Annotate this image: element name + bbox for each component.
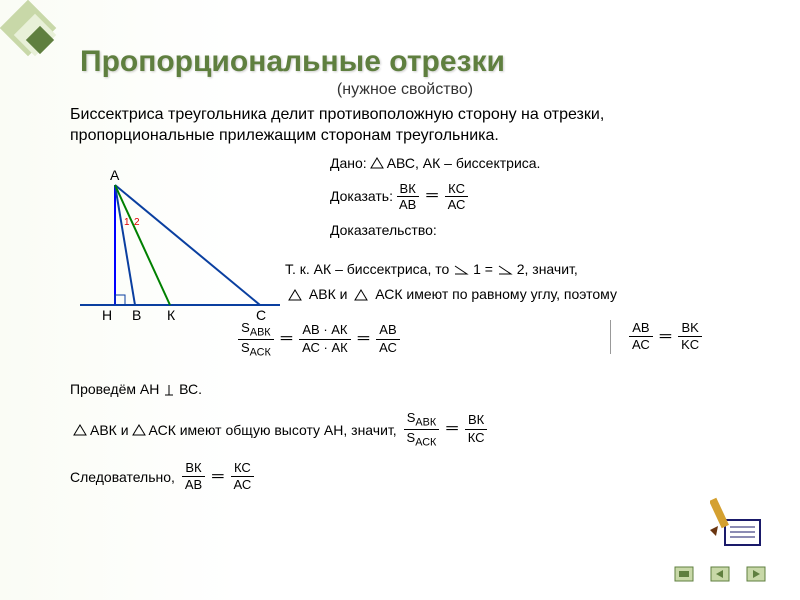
svg-text:1: 1 [124,217,130,228]
side-ratio: АВАС ═ BKKC [610,320,705,355]
proof-line-1: Т. к. АК – биссектриса, то 1 = 2, значит… [285,260,735,278]
arrow-left-icon [709,565,731,583]
corner-decoration [0,0,70,70]
given-block: Дано: АВС, АК – биссектриса. Доказать: В… [330,155,540,248]
common-height-line: АВК и АСК имеют общую высоту АН, значит,… [70,410,491,450]
frac-kc-ac: КСАС [445,181,469,212]
triangle-icon [369,156,385,170]
angle-icon [453,264,469,276]
height-line: Проведём АН ВС. [70,380,202,398]
triangle-icon [287,288,303,302]
svg-text:К: К [167,307,176,323]
slide: Пропорциональные отрезки (нужное свойств… [0,0,800,600]
svg-text:2: 2 [134,217,140,228]
area-ratio-line: SАВКSАСК ═ АВ · АКАС · АК ═ АВАС [235,320,403,360]
prove-label: Доказать: [330,188,393,204]
triangle-icon [131,423,147,437]
angle-icon [497,264,513,276]
svg-text:В: В [132,307,141,323]
arrow-right-icon [745,565,767,583]
proof-line-2: АВК и АСК имеют по равному углу, поэтому [285,285,765,303]
equals-1: ═ [426,187,437,205]
svg-text:А: А [110,167,120,183]
triangle-icon [72,423,88,437]
frac-bk-ab: ВКАВ [396,181,419,212]
content-area: А Н В К С 1 2 Дано: АВС, АК – биссектрис… [50,155,760,535]
pencil-notebook-icon [710,490,770,550]
slide-subtitle: (нужное свойство) [50,81,760,99]
nav-buttons [670,563,770,585]
svg-text:Н: Н [102,307,112,323]
nav-prev-button[interactable] [706,563,734,585]
triangle-diagram: А Н В К С 1 2 [70,165,290,325]
nav-home-button[interactable] [670,563,698,585]
triangle-icon [353,288,369,302]
conclusion-line: Следовательно, ВКАВ ═ КСАС [70,460,257,495]
perp-icon [163,383,175,397]
theorem-text: Биссектриса треугольника делит противопо… [70,105,740,147]
given-label: Дано: [330,155,367,171]
given-text: АВС, АК – биссектриса. [387,155,541,171]
slide-title: Пропорциональные отрезки [80,45,760,79]
proof-label: Доказательство: [330,222,437,238]
nav-next-button[interactable] [742,563,770,585]
home-icon [673,565,695,583]
